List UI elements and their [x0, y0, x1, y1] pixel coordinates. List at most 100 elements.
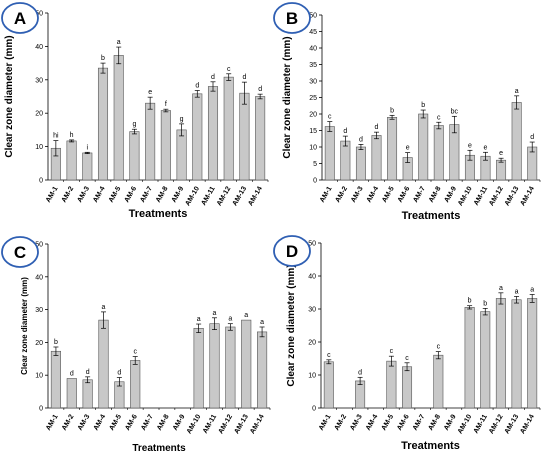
significance-letter: a — [117, 39, 121, 46]
significance-letter: i — [87, 144, 89, 151]
bar — [98, 319, 109, 409]
category-label: AM-6 — [397, 185, 412, 203]
category-label: AM-2 — [61, 413, 76, 431]
y-tick-label: 20 — [308, 340, 316, 347]
bar — [239, 92, 250, 181]
y-axis-title: Clear zone diameter (mm) — [4, 35, 15, 157]
category-label: AM-12 — [216, 185, 233, 207]
significance-letter: c — [327, 352, 331, 359]
bar — [418, 113, 429, 181]
category-label: AM-2 — [334, 185, 349, 203]
bar — [355, 380, 366, 409]
significance-letter: d — [70, 370, 74, 377]
y-tick-label: 30 — [35, 77, 43, 84]
bar — [223, 76, 234, 181]
y-tick-label: 40 — [35, 274, 43, 281]
bar — [511, 102, 522, 181]
significance-letter: g — [180, 116, 184, 123]
significance-letter: a — [530, 286, 534, 293]
significance-letter: d — [242, 74, 246, 81]
category-label: AM-10 — [457, 185, 474, 207]
category-label: AM-3 — [350, 185, 365, 203]
x-axis-title: Treatments — [132, 443, 186, 453]
bar — [97, 67, 109, 181]
bar — [225, 326, 236, 409]
y-axis-title: Clear zone diameter (mm) — [286, 264, 297, 386]
significance-letter: a — [197, 316, 201, 323]
y-tick-label: 50 — [35, 11, 43, 18]
bar — [192, 93, 203, 181]
x-axis-title: Treatments — [401, 440, 460, 452]
y-tick-label: 5 — [313, 161, 317, 168]
bar — [130, 360, 141, 409]
x-axis-title: Treatments — [402, 210, 461, 222]
category-label: AM-7 — [412, 185, 427, 203]
category-label: AM-1 — [45, 185, 60, 203]
category-label: AM-14 — [249, 413, 266, 435]
significance-letter: bc — [451, 108, 459, 115]
category-label: AM-8 — [156, 413, 171, 431]
significance-letter: f — [165, 101, 167, 108]
bar — [511, 299, 522, 409]
y-tick-label: 40 — [35, 44, 43, 51]
category-label: AM-7 — [140, 413, 155, 431]
category-label: AM-11 — [473, 413, 489, 434]
significance-letter: b — [390, 107, 394, 114]
bar — [66, 378, 77, 409]
significance-letter: c — [437, 344, 441, 351]
significance-letter: b — [421, 102, 425, 109]
category-label: AM-6 — [396, 413, 411, 431]
category-label: AM-13 — [504, 413, 521, 435]
category-label: AM-12 — [218, 413, 235, 435]
significance-letter: d — [117, 369, 121, 376]
significance-letter: d — [343, 128, 347, 135]
category-label: AM-14 — [519, 185, 536, 207]
y-tick-label: 40 — [308, 274, 316, 281]
chart-panel-c: 0 10 20 30 40 50 b AM-1 d AM-2 d AM-3 a AM-4 d AM-5 c AM-… — [1, 236, 271, 453]
category-label: AM-13 — [232, 185, 249, 207]
bar — [255, 96, 266, 181]
bar — [176, 129, 187, 181]
significance-letter: d — [258, 86, 262, 93]
category-label: AM-6 — [124, 413, 139, 431]
category-label: AM-3 — [76, 185, 91, 203]
category-label: AM-2 — [61, 185, 76, 203]
category-label: AM-11 — [200, 185, 216, 206]
significance-letter: e — [148, 89, 152, 96]
category-label: AM-9 — [171, 185, 186, 203]
category-label: AM-10 — [186, 413, 203, 435]
y-tick-label: 35 — [309, 62, 317, 69]
y-tick-label: 0 — [312, 406, 316, 413]
category-label: AM-14 — [247, 185, 264, 207]
panel-letter: A — [14, 9, 26, 28]
y-axis-title: Clear zone diameter (mm) — [282, 36, 293, 158]
bar — [66, 140, 77, 181]
significance-letter: c — [390, 348, 394, 355]
significance-letter: e — [484, 144, 488, 151]
significance-letter: a — [499, 285, 503, 292]
significance-letter: hi — [53, 133, 59, 140]
y-tick-label: 0 — [39, 406, 43, 413]
y-tick-label: 10 — [35, 373, 43, 380]
bar — [241, 319, 252, 409]
y-tick-label: 30 — [309, 79, 317, 86]
bar — [387, 117, 398, 181]
y-tick-label: 30 — [308, 307, 316, 314]
y-tick-label: 30 — [35, 307, 43, 314]
panel-letter: D — [286, 242, 298, 261]
significance-letter: a — [228, 316, 232, 323]
significance-letter: b — [54, 339, 58, 346]
category-label: AM-7 — [139, 185, 154, 203]
category-label: AM-5 — [381, 185, 396, 203]
category-label: AM-5 — [108, 185, 123, 203]
significance-letter: d — [359, 136, 363, 143]
significance-letter: b — [468, 298, 472, 305]
y-tick-label: 0 — [39, 178, 43, 185]
category-label: AM-4 — [93, 413, 108, 431]
bar — [433, 354, 444, 409]
bar — [257, 331, 268, 409]
significance-letter: d — [530, 134, 534, 141]
bar — [386, 360, 397, 409]
bar — [82, 379, 93, 409]
significance-letter: c — [227, 66, 231, 73]
